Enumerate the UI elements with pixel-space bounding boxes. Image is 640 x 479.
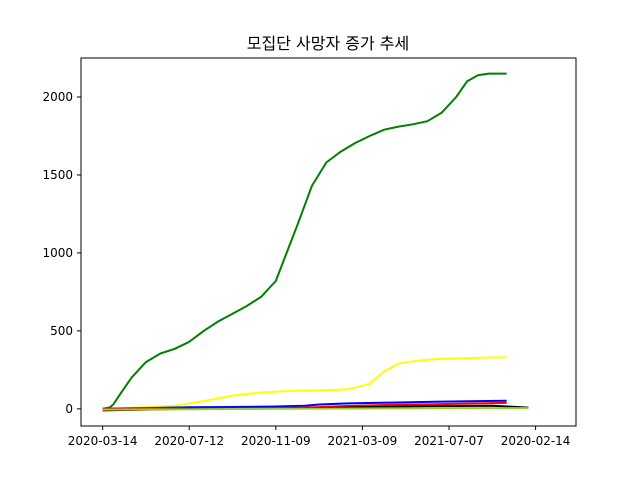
series-line-5	[102, 407, 529, 411]
y-tick-label-4: 2000	[42, 90, 73, 104]
plot-frame	[80, 57, 577, 427]
x-tick-label-5: 2020-02-14	[501, 434, 571, 448]
chart-title: 모집단 사망자 증가 추세	[247, 34, 409, 53]
x-tick-label-1: 2020-07-12	[154, 434, 224, 448]
series-line-0	[102, 72, 507, 410]
y-tick-label-1: 500	[50, 324, 73, 338]
y-tick-label-0: 0	[65, 402, 73, 416]
x-axis: 2020-03-14 2020-07-12 2020-11-09 2021-03-09…	[68, 426, 571, 448]
series-layer	[102, 72, 529, 412]
x-tick-label-2: 2020-11-09	[241, 434, 311, 448]
y-tick-label-2: 1000	[42, 246, 73, 260]
series-line-1	[102, 356, 507, 410]
x-tick-label-4: 2021-07-07	[414, 434, 484, 448]
x-tick-label-3: 2021-03-09	[328, 434, 398, 448]
x-tick-label-0: 2020-03-14	[68, 434, 138, 448]
y-tick-label-3: 1500	[42, 168, 73, 182]
y-axis: 0 500 1000 1500 2000	[42, 90, 81, 416]
